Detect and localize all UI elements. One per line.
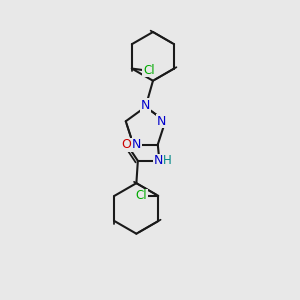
Text: H: H [163, 154, 172, 167]
Text: N: N [132, 138, 142, 151]
Text: N: N [141, 99, 150, 112]
Text: Cl: Cl [136, 189, 147, 202]
Text: Cl: Cl [143, 64, 154, 76]
Text: N: N [157, 115, 167, 128]
Text: O: O [121, 138, 131, 151]
Text: N: N [154, 154, 164, 167]
